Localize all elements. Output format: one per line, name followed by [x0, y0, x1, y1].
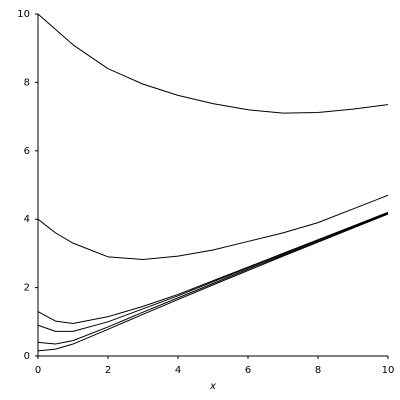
y-tick-label: 2 [24, 283, 30, 294]
x-tick-label: 10 [382, 365, 395, 376]
line [37, 213, 389, 352]
x-tick-label: 6 [245, 365, 251, 376]
y-tick-label: 0 [24, 351, 30, 362]
x-axis-label: x [209, 381, 216, 392]
line [37, 211, 389, 325]
line [37, 213, 389, 345]
y-tick-label: 8 [24, 77, 30, 88]
line [37, 13, 389, 114]
line [37, 194, 389, 261]
y-tick-label: 6 [24, 146, 30, 157]
x-tick-label: 2 [105, 365, 111, 376]
x-tick-label: 4 [175, 365, 181, 376]
x-tick-label: 8 [315, 365, 321, 376]
y-tick-label: 10 [17, 9, 30, 20]
line [37, 212, 389, 332]
x-tick-label: 0 [35, 365, 41, 376]
y-tick-label: 4 [24, 214, 30, 225]
